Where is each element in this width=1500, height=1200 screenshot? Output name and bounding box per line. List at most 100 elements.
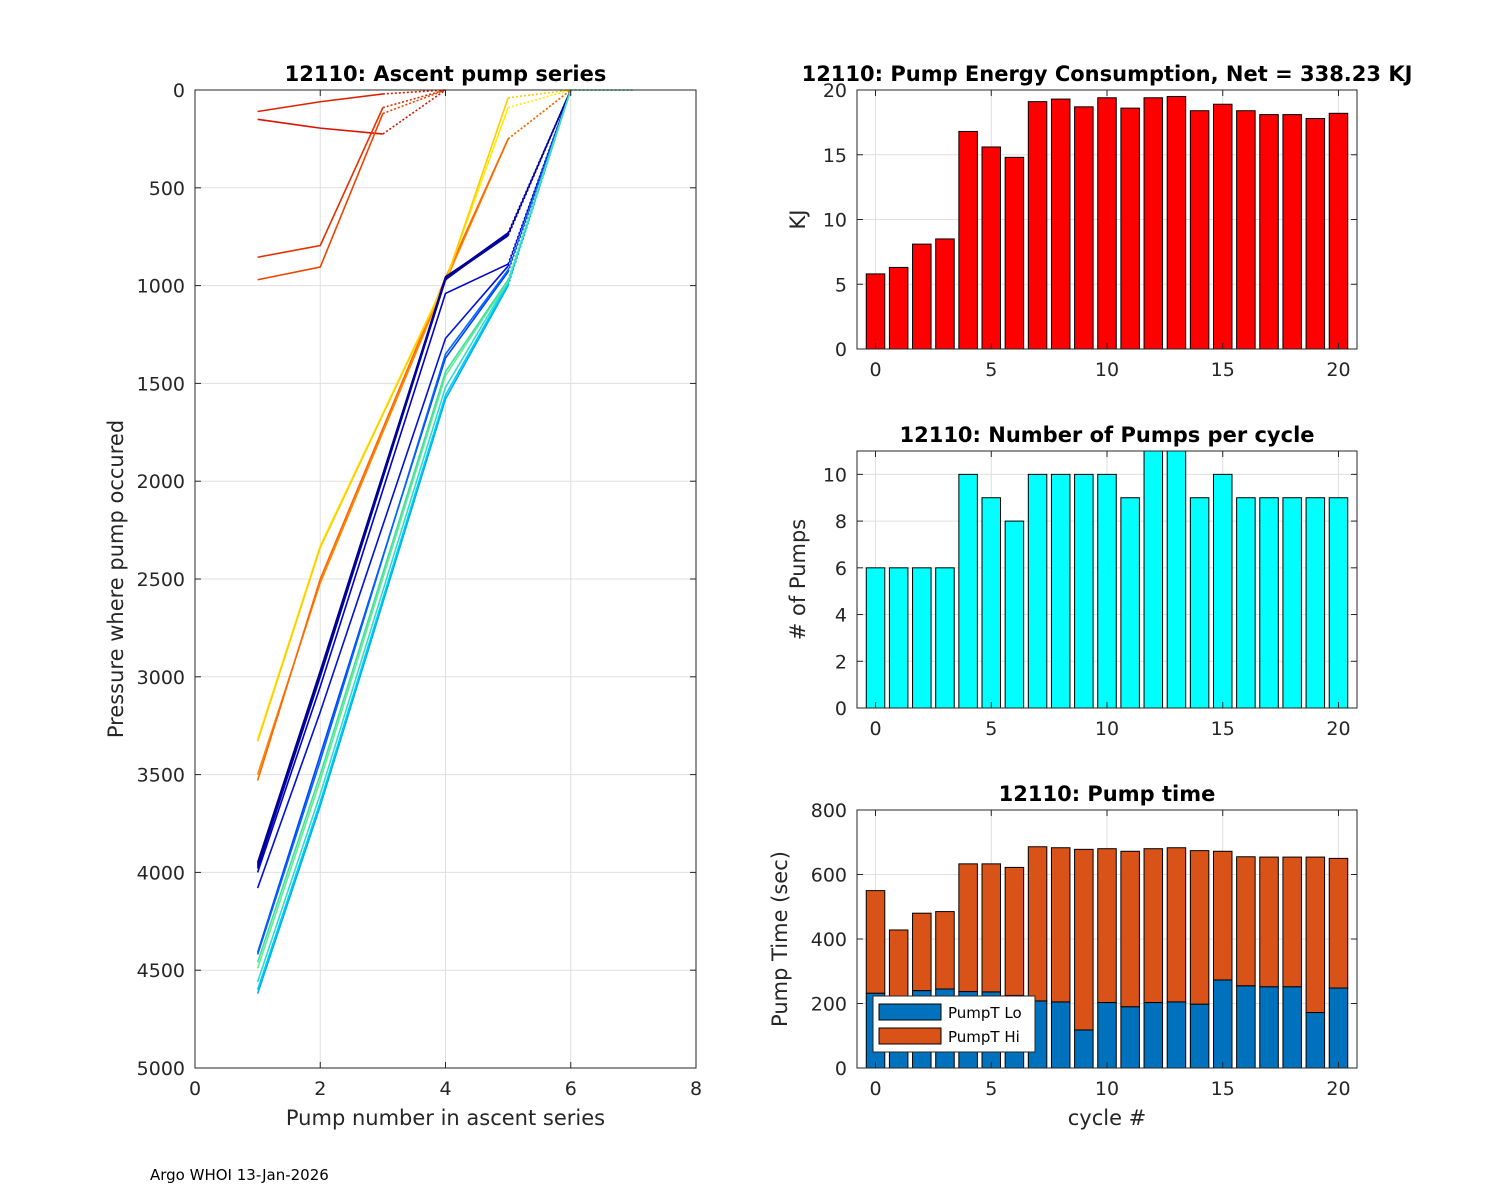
bar bbox=[981, 497, 1002, 709]
bar bbox=[1027, 473, 1048, 709]
bar-pumpt-hi bbox=[1166, 847, 1187, 1003]
legend-swatch bbox=[878, 1027, 942, 1045]
bar bbox=[958, 130, 978, 350]
footer-credit: Argo WHOI 13-Jan-2026 bbox=[150, 1166, 329, 1184]
bar-pumpt-hi bbox=[1074, 848, 1094, 1031]
y-tick-label: 800 bbox=[811, 800, 847, 822]
x-axis-label: cycle # bbox=[1068, 1106, 1147, 1130]
bar-pumpt-hi bbox=[1097, 848, 1117, 1004]
ascent-line-dotted bbox=[382, 89, 446, 109]
y-tick-label: 0 bbox=[173, 80, 185, 102]
y-tick-label: 0 bbox=[835, 339, 847, 361]
ascent-line-solid bbox=[256, 280, 509, 969]
bar-pumpt-hi bbox=[1189, 850, 1210, 1005]
x-tick-label: 8 bbox=[690, 1078, 702, 1100]
bar-pumpt-hi bbox=[1328, 857, 1349, 989]
y-tick-label: 4500 bbox=[137, 960, 185, 982]
bar bbox=[1074, 473, 1094, 709]
y-axis-label: Pressure where pump occured bbox=[104, 420, 128, 738]
y-tick-label: 1500 bbox=[137, 373, 185, 395]
bar-pumpt-hi bbox=[1027, 846, 1048, 1002]
y-axis-label: Pump Time (sec) bbox=[768, 851, 792, 1027]
bar-pumpt-lo bbox=[1074, 1029, 1094, 1069]
bar bbox=[1074, 106, 1094, 350]
bar-pumpt-hi bbox=[1143, 848, 1164, 1004]
ascent-line-dotted bbox=[507, 89, 571, 109]
bar bbox=[958, 473, 978, 709]
y-tick-label: 0 bbox=[835, 1058, 847, 1080]
ascent-line-solid bbox=[256, 263, 509, 873]
bar bbox=[1143, 450, 1164, 709]
bar bbox=[1120, 107, 1140, 350]
bar-pumpt-hi bbox=[1282, 856, 1302, 988]
ascent-line-solid bbox=[256, 285, 509, 994]
y-tick-label: 2 bbox=[835, 651, 847, 673]
y-tick-label: 200 bbox=[811, 994, 847, 1016]
legend: PumpT Lo PumpT Hi bbox=[872, 995, 1036, 1053]
bar bbox=[888, 567, 909, 709]
bar bbox=[1050, 98, 1071, 350]
x-axis-label: Pump number in ascent series bbox=[286, 1106, 605, 1130]
bar-pumpt-hi bbox=[1004, 866, 1025, 996]
bar-pumpt-lo bbox=[1236, 985, 1256, 1069]
ascent-line-dotted bbox=[508, 89, 571, 99]
ascent-line-solid bbox=[256, 283, 509, 991]
pumps-per-cycle-axes: 0 5 10 15 20 0 2 4 6 8 10 12110: Number of Pumps pe… bbox=[786, 423, 1358, 740]
ascent-line-dotted bbox=[507, 89, 572, 237]
ascent-line-dotted bbox=[507, 89, 572, 140]
y-tick-label: 600 bbox=[811, 865, 847, 887]
bar bbox=[1328, 497, 1349, 709]
bar-pumpt-lo bbox=[1143, 1002, 1164, 1069]
x-tick-label: 4 bbox=[439, 1078, 451, 1100]
x-tick-label: 15 bbox=[1211, 359, 1235, 381]
bar-pumpt-lo bbox=[1097, 1002, 1117, 1069]
ascent-line-dotted bbox=[382, 89, 446, 115]
bar bbox=[1189, 110, 1210, 350]
bar-pumpt-lo bbox=[1120, 1006, 1140, 1069]
bar-pumpt-lo bbox=[1166, 1001, 1187, 1069]
bar bbox=[1143, 97, 1164, 350]
bar bbox=[865, 273, 886, 350]
y-tick-label: 2500 bbox=[137, 569, 185, 591]
bar-pumpt-hi bbox=[1212, 850, 1233, 981]
bar bbox=[1097, 97, 1117, 350]
bar bbox=[935, 238, 955, 350]
bar bbox=[1004, 520, 1025, 709]
bar-pumpt-lo bbox=[1328, 987, 1349, 1069]
bar bbox=[1282, 114, 1302, 350]
chart-title: 12110: Ascent pump series bbox=[285, 62, 607, 86]
x-tick-label: 0 bbox=[189, 1078, 201, 1100]
y-axis-label: KJ bbox=[786, 210, 810, 230]
ascent-line-dotted bbox=[382, 89, 446, 135]
x-tick-label: 0 bbox=[869, 718, 881, 740]
bar bbox=[1212, 103, 1233, 350]
y-tick-label: 1000 bbox=[137, 276, 185, 298]
bar bbox=[1097, 473, 1117, 709]
y-tick-label: 3500 bbox=[137, 765, 185, 787]
legend-label: PumpT Hi bbox=[948, 1028, 1020, 1046]
y-tick-label: 500 bbox=[149, 178, 185, 200]
x-tick-label: 5 bbox=[985, 718, 997, 740]
ascent-line-solid bbox=[257, 118, 383, 135]
ascent-line-solid bbox=[256, 97, 509, 742]
x-tick-label: 10 bbox=[1095, 1078, 1119, 1100]
ascent-line-solid bbox=[256, 281, 509, 983]
ascent-line-solid bbox=[256, 265, 509, 889]
bar-pumpt-lo bbox=[1282, 986, 1302, 1069]
bar bbox=[1166, 95, 1187, 350]
bar bbox=[1282, 497, 1302, 709]
ascent-line-dotted bbox=[507, 89, 572, 265]
ascent-line-solid bbox=[256, 233, 509, 869]
chart-title: 12110: Number of Pumps per cycle bbox=[899, 423, 1314, 447]
x-tick-label: 10 bbox=[1095, 359, 1119, 381]
bar bbox=[888, 266, 909, 350]
ascent-line-solid bbox=[256, 138, 509, 781]
pumps-bars bbox=[865, 450, 1349, 709]
y-tick-label: 5000 bbox=[137, 1058, 185, 1080]
y-tick-label: 4 bbox=[835, 605, 847, 627]
bar bbox=[865, 567, 886, 709]
bar bbox=[1050, 473, 1071, 709]
y-tick-label: 3000 bbox=[137, 667, 185, 689]
